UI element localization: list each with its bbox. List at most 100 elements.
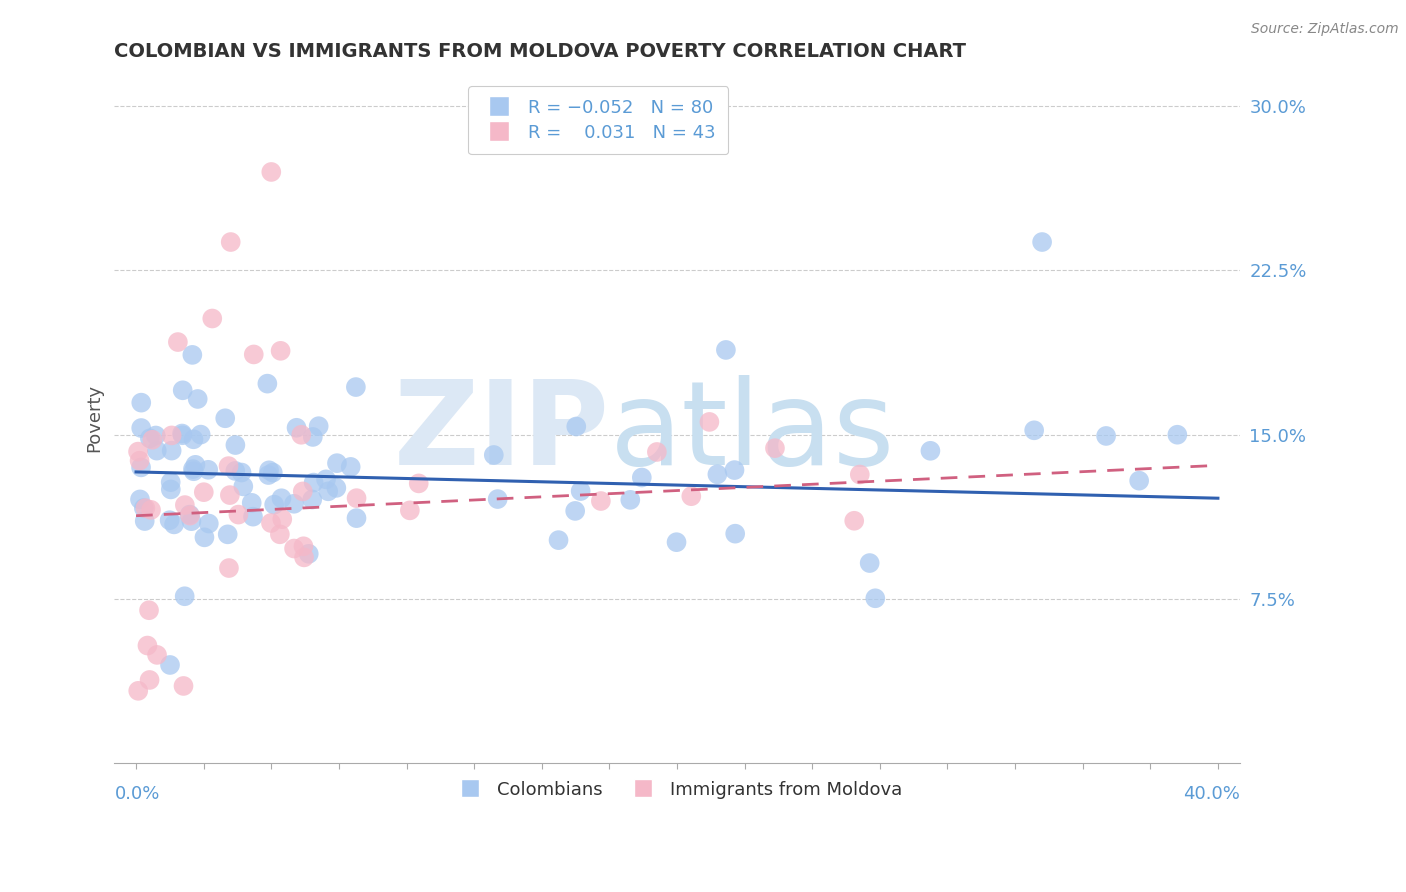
Point [547,533,569,548]
Point [681,489,703,503]
Point [408,476,430,491]
Point [184,458,207,472]
Point [159,483,181,497]
Point [179,508,201,523]
Point [139,503,162,517]
Point [231,466,253,480]
Point [159,475,181,490]
Point [344,380,367,394]
Point [217,527,239,541]
Point [240,496,263,510]
Text: 0.0%: 0.0% [114,786,160,804]
Point [269,527,291,541]
Point [399,503,422,517]
Point [134,514,156,528]
Point [920,443,942,458]
Point [214,411,236,425]
Point [1128,474,1150,488]
Point [706,467,728,482]
Point [181,348,204,362]
Point [218,561,240,575]
Text: COLOMBIAN VS IMMIGRANTS FROM MOLDOVA POVERTY CORRELATION CHART: COLOMBIAN VS IMMIGRANTS FROM MOLDOVA POV… [114,42,966,61]
Point [228,508,250,522]
Point [198,516,221,531]
Point [138,673,160,687]
Point [763,441,786,455]
Point [219,235,242,249]
Point [564,504,586,518]
Point [181,462,204,476]
Point [285,421,308,435]
Point [301,430,323,444]
Point [565,419,588,434]
Point [849,467,872,482]
Legend: Colombians, Immigrants from Moldova: Colombians, Immigrants from Moldova [444,773,910,805]
Point [218,459,240,474]
Point [167,334,190,349]
Point [263,498,285,512]
Point [665,535,688,549]
Point [193,530,215,544]
Point [1024,423,1046,437]
Point [569,484,592,499]
Point [256,376,278,391]
Point [129,421,152,435]
Point [183,432,205,446]
Point [262,466,284,480]
Point [172,384,194,398]
Point [339,459,361,474]
Point [197,463,219,477]
Point [346,511,368,525]
Point [486,491,509,506]
Point [1166,427,1188,442]
Point [630,470,652,484]
Point [218,488,240,502]
Point [129,460,152,475]
Point [187,392,209,406]
Point [283,541,305,556]
Point [146,648,169,662]
Point [160,428,183,442]
Point [699,415,721,429]
Point [325,481,347,495]
Point [270,343,292,358]
Point [308,419,330,434]
Point [298,547,321,561]
Point [159,513,181,527]
Y-axis label: Poverty: Poverty [86,384,103,452]
Point [134,501,156,516]
Point [132,501,155,516]
Text: atlas: atlas [609,375,894,490]
Point [257,463,280,477]
Point [301,492,323,507]
Point [190,427,212,442]
Point [129,395,152,409]
Point [193,485,215,500]
Point [173,498,195,512]
Point [260,165,283,179]
Point [714,343,737,357]
Point [589,494,612,508]
Point [271,512,294,526]
Text: Source: ZipAtlas.com: Source: ZipAtlas.com [1251,22,1399,37]
Point [128,453,150,467]
Point [139,431,162,445]
Point [724,526,747,541]
Point [1095,429,1118,443]
Point [645,445,668,459]
Point [316,484,339,499]
Point [159,657,181,672]
Point [619,492,641,507]
Point [232,479,254,493]
Point [173,679,195,693]
Point [172,428,194,442]
Point [179,508,201,522]
Point [136,639,159,653]
Point [723,463,745,477]
Point [1031,235,1053,249]
Point [315,472,337,486]
Point [292,550,315,565]
Point [242,347,264,361]
Point [290,427,312,442]
Point [138,603,160,617]
